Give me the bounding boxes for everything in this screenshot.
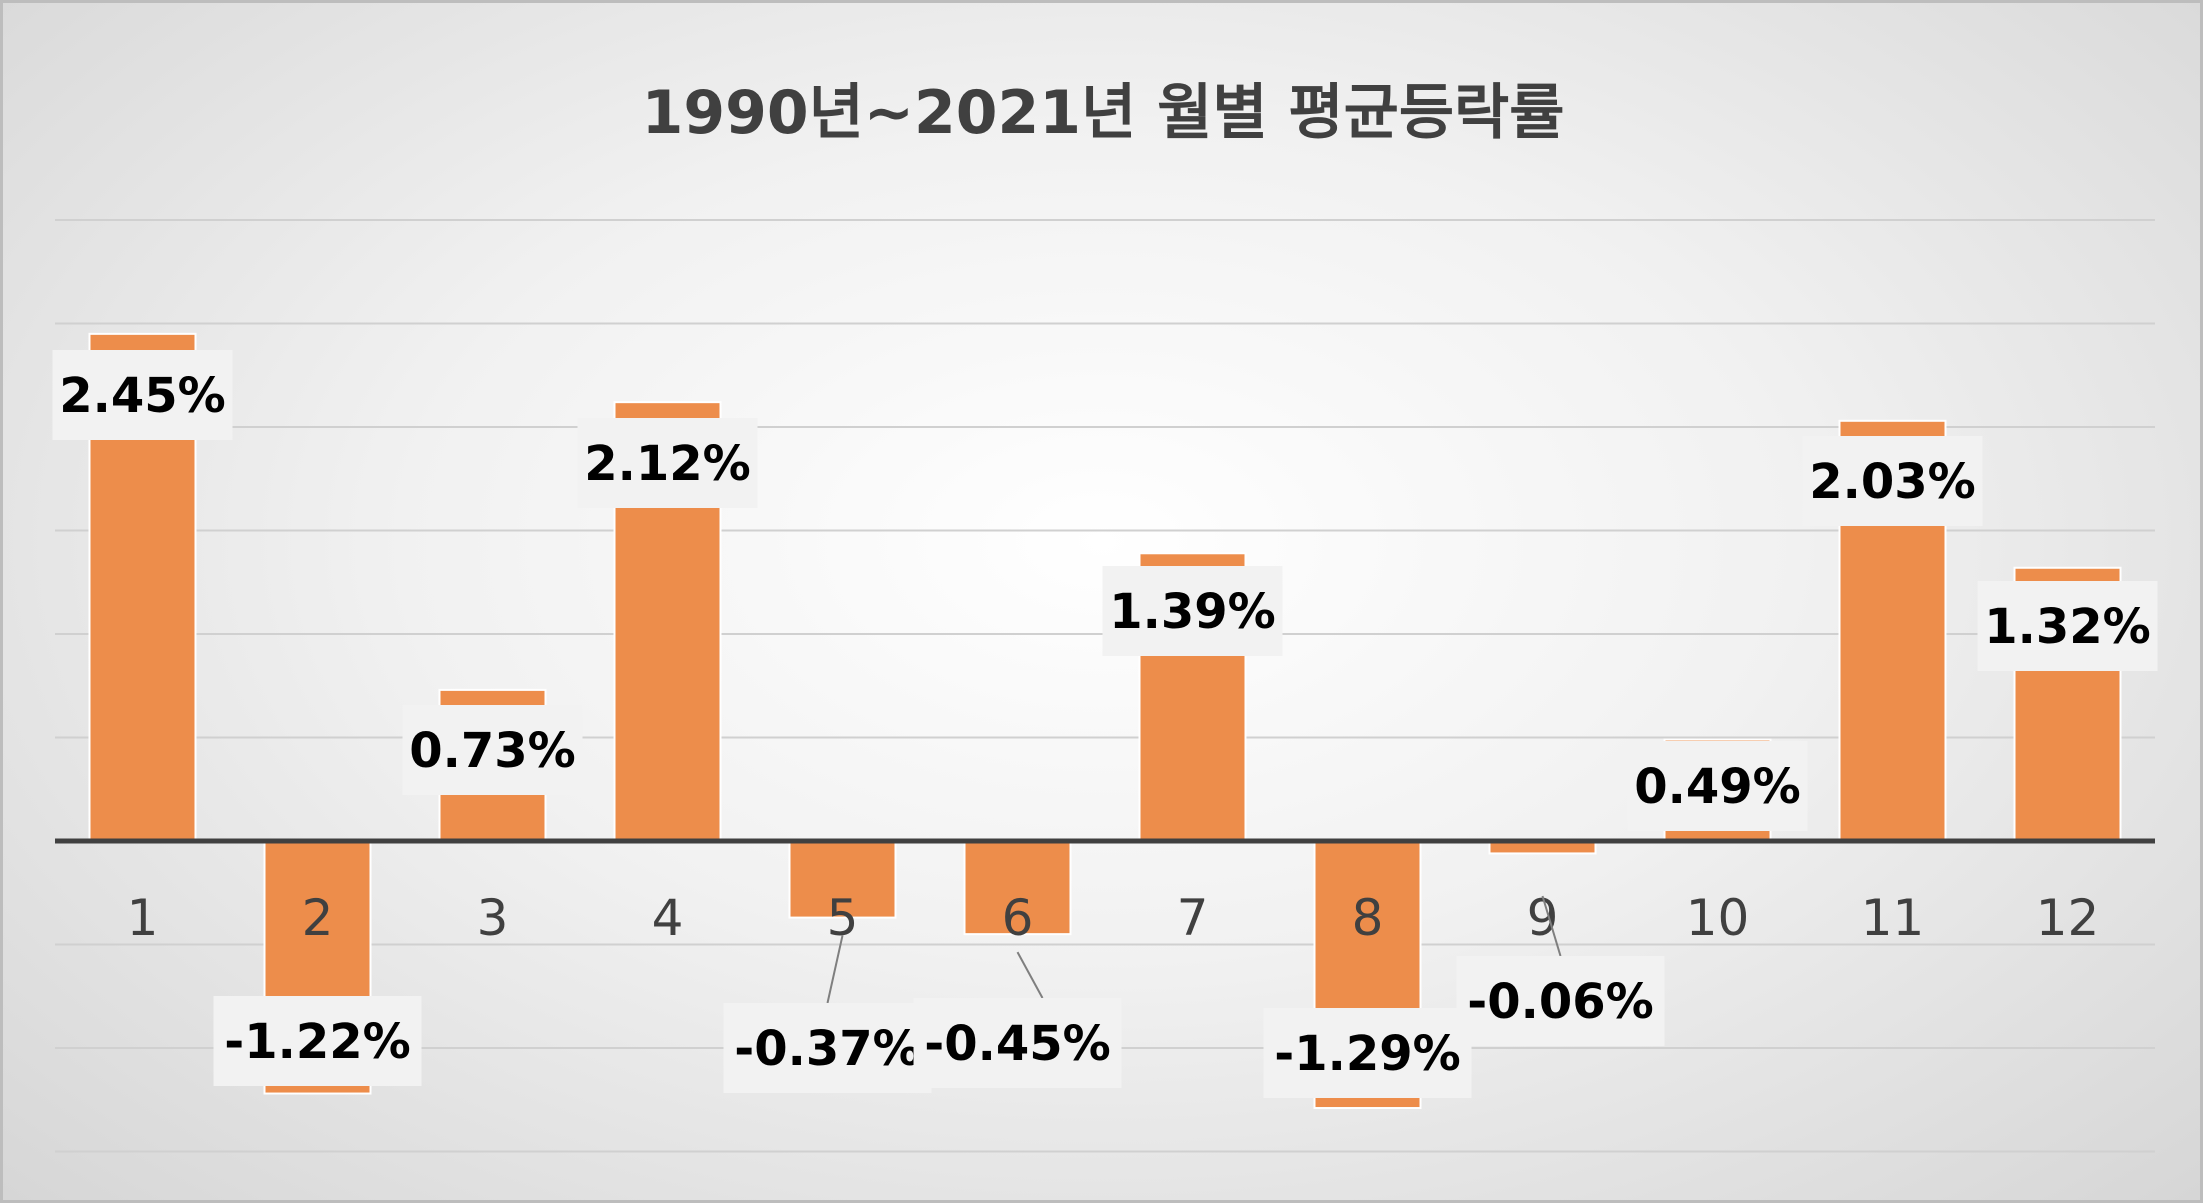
data-label: 2.12% — [584, 436, 751, 492]
x-tick-label: 2 — [302, 889, 334, 947]
data-label: -0.45% — [924, 1016, 1110, 1072]
data-label-box — [1102, 566, 1283, 656]
data-label: -0.06% — [1467, 974, 1653, 1030]
data-label: 0.49% — [1634, 759, 1801, 815]
data-label-group: 1.32% — [1977, 581, 2158, 671]
data-label: -0.37% — [734, 1021, 920, 1077]
data-label-group: 1.39% — [1102, 566, 1283, 656]
data-label: 1.32% — [1984, 599, 2151, 655]
tick-layer: 1 2 3 4 5 6 7 8 9 10 11 12 — [127, 889, 2100, 947]
data-label-group: -0.06% — [1456, 895, 1665, 1046]
chart-title: 1990년~2021년 월별 평균등락률 — [642, 78, 1565, 148]
data-label-group: -0.37% — [723, 935, 932, 1093]
x-tick-label: 8 — [1352, 889, 1384, 947]
data-label-group: -0.45% — [913, 951, 1122, 1088]
data-label-group: 2.03% — [1802, 436, 1983, 526]
data-label-group: 2.12% — [577, 418, 758, 508]
bar-month-6 — [963, 840, 1072, 936]
data-label-layer: 2.45% -1.22% 0.73% 2.12% -0.37% -0.45% 1.39% -1… — [52, 350, 2158, 1098]
data-label-group: 0.73% — [402, 705, 583, 795]
data-label-box — [402, 705, 583, 795]
data-label: 2.45% — [59, 368, 226, 424]
data-label: 2.03% — [1809, 454, 1976, 510]
data-label-box — [213, 996, 422, 1086]
data-label-group: 0.49% — [1627, 741, 1808, 831]
x-tick-label: 11 — [1861, 889, 1925, 947]
data-label-box — [1456, 956, 1665, 1046]
chart-svg: 1 2 3 4 5 6 7 8 9 10 11 12 2.45%-1.22%0.73%2.12%-0.… — [52, 78, 2158, 1153]
data-label-box — [723, 1003, 932, 1093]
x-tick-label: 12 — [2036, 889, 2100, 947]
x-tick-label: 4 — [652, 889, 684, 947]
data-label-box — [52, 350, 233, 440]
data-label: -1.29% — [1274, 1026, 1460, 1082]
x-tick-label: 3 — [477, 889, 509, 947]
data-label: 0.73% — [409, 723, 576, 779]
x-tick-label: 1 — [127, 889, 159, 947]
data-label-box — [577, 418, 758, 508]
data-label-group: -1.29% — [1263, 1008, 1472, 1098]
data-label-group: 2.45% — [52, 350, 233, 440]
leader-line — [1016, 951, 1044, 999]
data-label-box — [1977, 581, 2158, 671]
data-label-group: -1.22% — [213, 996, 422, 1086]
x-tick-label: 10 — [1686, 889, 1750, 947]
data-label-box — [1263, 1008, 1472, 1098]
x-tick-label: 7 — [1177, 889, 1209, 947]
data-label-box — [1627, 741, 1808, 831]
leader-line — [1541, 895, 1562, 957]
data-label-box — [1802, 436, 1983, 526]
leader-line — [826, 935, 844, 1004]
data-label: -1.22% — [224, 1014, 410, 1070]
x-tick-label: 6 — [1002, 889, 1034, 947]
data-label-box — [913, 998, 1122, 1088]
data-label: 1.39% — [1109, 584, 1276, 640]
